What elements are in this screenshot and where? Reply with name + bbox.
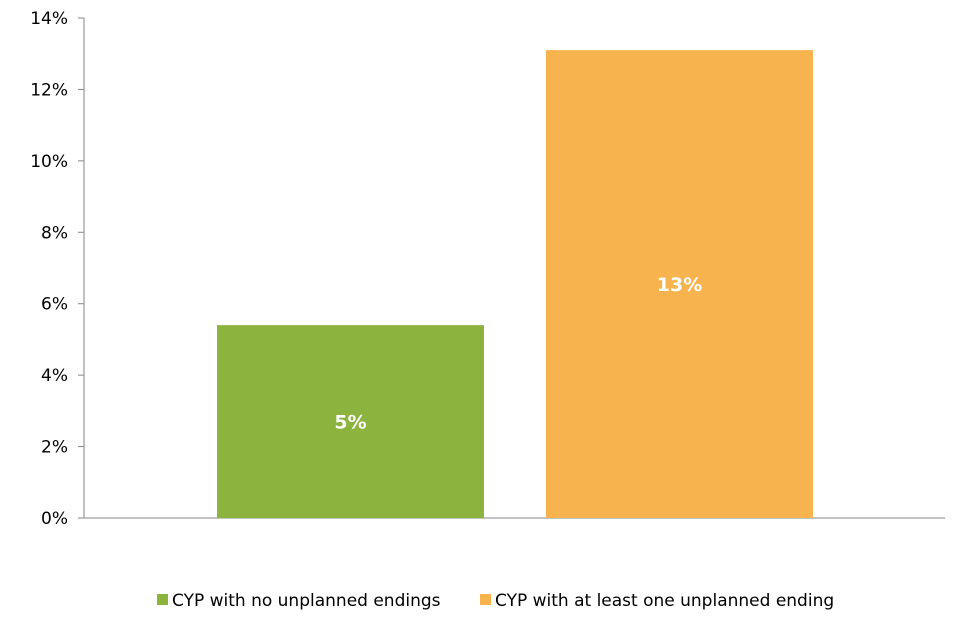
legend-label: CYP with no unplanned endings <box>172 591 441 611</box>
legend-label: CYP with at least one unplanned ending <box>495 591 834 611</box>
bar-1 <box>217 325 484 518</box>
y-tick-label: 14% <box>30 9 68 29</box>
bar-data-label: 5% <box>334 412 366 434</box>
bar-2 <box>546 50 813 519</box>
y-tick-label: 2% <box>41 438 68 458</box>
y-tick-label: 4% <box>41 366 68 386</box>
legend-swatch <box>480 594 491 605</box>
bars <box>217 50 813 519</box>
y-tick-label: 6% <box>41 295 68 315</box>
y-tick-label: 8% <box>41 223 68 243</box>
data-labels: 5% 13% <box>334 274 702 434</box>
legend: CYP with no unplanned endings CYP with at… <box>157 591 834 611</box>
y-tick-label: 0% <box>41 509 68 529</box>
y-tick-label: 10% <box>30 152 68 172</box>
legend-swatch <box>157 594 168 605</box>
y-tick-label: 12% <box>30 80 68 100</box>
bar-data-label: 13% <box>657 274 702 296</box>
